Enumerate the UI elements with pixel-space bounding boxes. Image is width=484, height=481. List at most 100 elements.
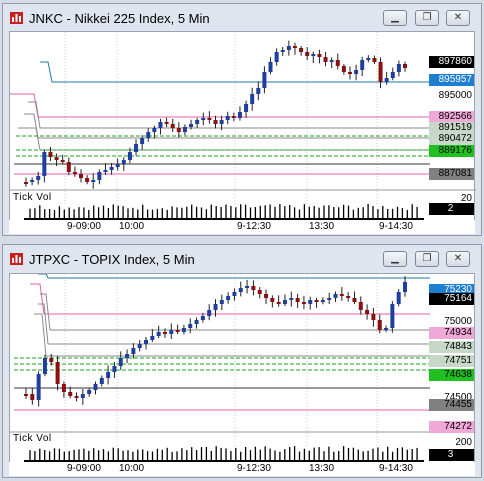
candle-body	[112, 366, 117, 372]
candle-body	[55, 362, 60, 384]
candle-body	[207, 118, 212, 120]
candle-body	[286, 46, 291, 50]
candle-body	[377, 320, 382, 330]
candle-body	[323, 57, 328, 62]
time-axis: 9-09:00 10:00 9-12:30 13:30 9-14:30	[9, 220, 475, 234]
candle-body	[311, 54, 316, 56]
candle-body	[79, 174, 84, 178]
level-line	[38, 274, 430, 279]
level-line	[10, 93, 430, 118]
candle-body	[352, 298, 357, 302]
candle-body	[42, 152, 47, 176]
price-label: 74500	[444, 392, 472, 403]
candle-body	[188, 324, 193, 328]
candle-body	[327, 298, 332, 300]
candle-body	[289, 298, 294, 300]
candle-body	[48, 152, 53, 157]
candlestick-chart[interactable]	[10, 32, 476, 222]
candle-body	[299, 48, 304, 52]
time-label: 9-12:30	[237, 221, 271, 232]
time-label: 9-09:00	[67, 463, 101, 474]
candle-body	[280, 50, 285, 52]
candle-body	[292, 46, 297, 48]
level-line	[28, 101, 430, 129]
candle-body	[66, 162, 71, 172]
candle-body	[244, 104, 249, 112]
close-button[interactable]: ✕	[446, 251, 470, 267]
nikkei-title-bar[interactable]: JNKC - Nikkei 225 Index, 5 Min ▁ ❐ ✕	[3, 4, 481, 32]
time-label: 10:00	[119, 463, 145, 474]
candle-body	[226, 296, 231, 300]
time-label: 13:30	[309, 221, 335, 232]
volume-scale-label: 200	[455, 437, 472, 448]
candle-body	[91, 180, 96, 182]
minimize-button[interactable]: ▁	[383, 10, 407, 26]
candle-body	[24, 182, 28, 184]
volume-baseline	[24, 218, 424, 221]
candle-body	[150, 336, 155, 340]
time-label: 9-14:30	[379, 463, 413, 474]
nikkei-chart-window[interactable]: JNKC - Nikkei 225 Index, 5 Min ▁ ❐ ✕ 9-0…	[2, 3, 482, 236]
candle-body	[329, 60, 334, 62]
candle-body	[262, 72, 267, 88]
topix-title-bar[interactable]: JTPXC - TOPIX Index, 5 Min ▁ ❐ ✕	[3, 245, 481, 273]
candlestick-chart[interactable]	[10, 274, 476, 464]
minimize-button[interactable]: ▁	[383, 251, 407, 267]
price-label: 892566	[429, 111, 474, 123]
candle-body	[200, 316, 205, 320]
candle-body	[72, 172, 77, 174]
chart-app-icon	[10, 253, 23, 265]
maximize-button[interactable]: ❐	[415, 251, 439, 267]
candle-body	[250, 94, 255, 104]
candle-body	[245, 286, 250, 288]
candle-body	[152, 128, 157, 132]
price-plot-area[interactable]	[9, 273, 476, 464]
time-label: 9-12:30	[237, 463, 271, 474]
price-label: 889176	[429, 145, 474, 157]
candle-body	[164, 122, 169, 124]
candle-body	[268, 62, 273, 72]
time-axis: 9-09:00 10:00 9-12:30 13:30 9-14:30	[9, 462, 475, 476]
chart-app-icon	[10, 12, 23, 24]
level-line	[40, 61, 430, 83]
candle-body	[146, 132, 151, 138]
price-label: 75164	[429, 293, 474, 305]
candle-body	[317, 54, 322, 57]
candle-body	[231, 116, 236, 118]
topix-chart-window[interactable]: JTPXC - TOPIX Index, 5 Min ▁ ❐ ✕ 9-09:00…	[2, 244, 482, 478]
candle-body	[264, 294, 269, 298]
maximize-button[interactable]: ❐	[415, 10, 439, 26]
price-label: 75000	[444, 316, 472, 327]
window-title: JNKC - Nikkei 225 Index, 5 Min	[29, 11, 210, 26]
candle-body	[365, 310, 370, 314]
level-line	[40, 293, 430, 331]
candle-body	[54, 157, 59, 160]
level-line	[30, 283, 430, 315]
candle-body	[396, 64, 401, 72]
candle-body	[118, 358, 123, 366]
candle-body	[74, 396, 79, 398]
candle-body	[30, 394, 35, 400]
candle-body	[219, 300, 224, 304]
candle-body	[85, 178, 90, 182]
candle-body	[125, 354, 130, 358]
level-line	[34, 313, 430, 357]
price-plot-area[interactable]	[9, 31, 476, 222]
time-label: 13:30	[309, 463, 335, 474]
candle-body	[42, 358, 47, 374]
close-icon: ✕	[453, 12, 463, 23]
candle-body	[390, 72, 395, 78]
candle-body	[213, 120, 218, 124]
candle-body	[237, 112, 242, 118]
candle-body	[156, 332, 161, 336]
candle-body	[274, 52, 279, 62]
close-button[interactable]: ✕	[446, 10, 470, 26]
minimize-icon: ▁	[391, 253, 399, 264]
candle-body	[366, 58, 371, 60]
time-label: 10:00	[119, 221, 145, 232]
price-label: 895957	[429, 74, 474, 86]
volume-baseline	[24, 460, 424, 463]
restore-icon: ❐	[422, 253, 432, 264]
candle-body	[36, 176, 41, 180]
candle-body	[182, 127, 187, 132]
